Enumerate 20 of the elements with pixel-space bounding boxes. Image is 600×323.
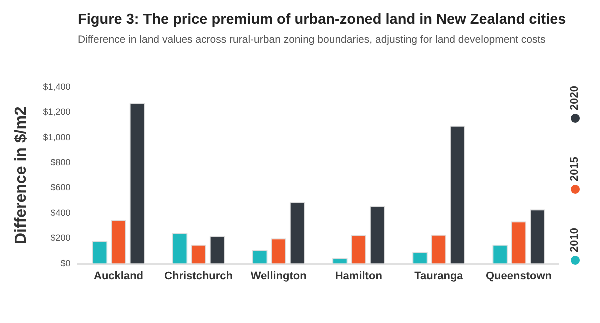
text: 2010 <box>569 228 581 252</box>
y-tick-label: $1,400 <box>43 82 71 92</box>
y-axis-title: Difference in $/m2 <box>13 106 30 245</box>
y-tick-label: $600 <box>50 182 71 193</box>
chart-subtitle: Difference in land values across rural-urban zoning boundaries, adjusting for land development costs <box>78 34 547 46</box>
x-tick-label: Hamilton <box>335 270 383 282</box>
y-tick-label: $400 <box>50 208 71 218</box>
y-tick-label: $200 <box>50 233 71 244</box>
x-tick-label: Wellington <box>250 270 308 282</box>
y-tick-label: $800 <box>50 157 71 168</box>
y-tick-label: $1,200 <box>43 107 71 118</box>
text: 2015 <box>569 156 581 182</box>
y-tick-label: $1,000 <box>43 132 71 142</box>
x-tick-label: Christchurch <box>164 270 234 282</box>
x-tick-label: Queenstown <box>486 270 552 282</box>
text: 2020 <box>569 86 581 110</box>
chart-title: Figure 3: The price premium of urban-zoned land in New Zealand cities <box>78 12 568 28</box>
y-tick-label: $0 <box>60 258 71 268</box>
x-tick-label: Tauranga <box>414 270 464 282</box>
x-tick-label: Auckland <box>94 270 144 282</box>
